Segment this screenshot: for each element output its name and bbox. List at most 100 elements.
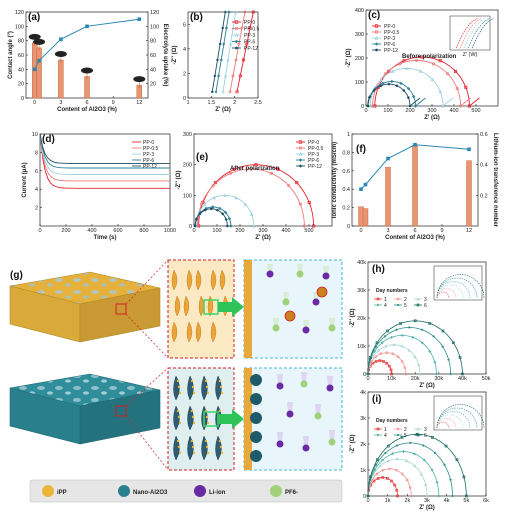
nano-particle xyxy=(178,451,182,455)
ion-trail xyxy=(303,320,309,328)
data-point xyxy=(396,444,399,447)
data-point xyxy=(392,342,396,347)
panel-h: (h) 0 10k 20k 30k 40k 50k 0 10k 20k 30k 40k Z' (Ω) -Z… xyxy=(350,260,491,389)
data-point xyxy=(379,352,383,356)
legend-title: Day numbers xyxy=(376,418,408,424)
data-point xyxy=(366,372,370,376)
data-point xyxy=(441,345,444,348)
data-point xyxy=(405,458,409,463)
y-tick-label: 200 xyxy=(355,56,364,62)
panel-e-note: After polarization xyxy=(230,166,280,172)
nano-particle xyxy=(192,391,196,395)
nano-particle xyxy=(177,415,181,419)
data-point xyxy=(198,212,202,216)
x-tick-label: 800 xyxy=(139,228,148,234)
nano-particle xyxy=(191,445,195,449)
bar xyxy=(358,206,364,227)
zoom-line xyxy=(125,415,169,471)
pf6-ion xyxy=(300,380,308,388)
data-point xyxy=(383,335,387,338)
y2-tick-label: 0.6 xyxy=(480,132,488,138)
y-tick-label: 100 xyxy=(15,24,24,30)
data-point xyxy=(224,218,228,221)
y-tick-label: 120 xyxy=(15,10,24,16)
data-point xyxy=(393,483,397,487)
data-point xyxy=(375,341,379,345)
data-point xyxy=(224,26,229,30)
bar xyxy=(385,166,391,227)
series-line xyxy=(367,344,421,375)
data-point xyxy=(376,458,379,462)
panel-label: (c) xyxy=(368,10,380,21)
data-point xyxy=(395,328,398,331)
panel-label: (i) xyxy=(372,394,381,405)
x-tick-label: 3 xyxy=(59,100,62,106)
ipp-fiber xyxy=(186,269,193,291)
data-point xyxy=(374,24,379,28)
legend-entry: 5 xyxy=(404,433,407,439)
y-tick-label: 8 xyxy=(35,150,38,156)
panel-label: (a) xyxy=(28,12,40,23)
trapped-li-ion xyxy=(284,310,296,322)
x-tick-label: 10k xyxy=(387,376,396,382)
data-point xyxy=(234,20,239,24)
data-point xyxy=(237,42,241,46)
series-line xyxy=(215,11,230,92)
data-point xyxy=(193,224,197,228)
ipp-fiber xyxy=(195,269,202,291)
legend-entry: 3 xyxy=(424,297,427,303)
nano-particle xyxy=(206,451,210,455)
pf6-ion xyxy=(282,298,290,306)
legend-entry: PP-0 xyxy=(384,24,395,30)
panel-label: (f) xyxy=(356,144,366,155)
data-point xyxy=(390,372,393,376)
data-point xyxy=(372,472,376,476)
data-point xyxy=(228,42,233,46)
data-point xyxy=(396,433,400,437)
li-ion xyxy=(322,272,330,280)
legend-entry: 5 xyxy=(404,303,407,309)
data-point xyxy=(395,84,399,88)
panel-label: (g) xyxy=(10,270,23,281)
droplet-image xyxy=(33,38,46,45)
plot-frame xyxy=(39,133,171,227)
data-point xyxy=(453,69,458,73)
nano-particle xyxy=(219,445,223,449)
series-line xyxy=(367,477,398,496)
panel-i: (i) 0 1k 2k 3k 4k 5k 6k 0 1k 2k 3k 4k Z' (Ω) -Z'' (Ω) D… xyxy=(350,390,489,511)
ipp-fiber xyxy=(207,295,214,317)
data-point xyxy=(449,372,452,376)
ion-trail xyxy=(287,402,293,412)
data-point xyxy=(416,297,420,301)
legend-entry: PP-12 xyxy=(143,164,157,170)
data-point xyxy=(240,26,244,30)
legend-title: Day numbers xyxy=(376,288,408,294)
x-tick-label: 12 xyxy=(136,100,142,106)
y2-tick-label: 0.4 xyxy=(480,163,488,169)
data-point xyxy=(385,351,389,355)
li-ion xyxy=(266,270,274,278)
y-tick-label: 200 xyxy=(183,163,192,169)
data-point xyxy=(379,77,383,81)
data-point xyxy=(376,477,380,480)
panel-f: (f) 0 3 6 9 12 0 0.2 0.4 0.6 0.8 1 Content of Al2O3 … xyxy=(332,132,498,241)
y-tick-label: 0.4 xyxy=(342,187,350,193)
data-point xyxy=(221,89,225,94)
ipp-fiber xyxy=(186,321,193,343)
x-tick-label: 0 xyxy=(366,498,369,504)
data-point xyxy=(431,435,434,439)
data-point xyxy=(401,450,405,454)
y-tick-label: 3k xyxy=(360,416,366,422)
data-point xyxy=(251,10,255,14)
data-point xyxy=(374,463,378,466)
legend-entry: 6 xyxy=(424,433,427,439)
series-line xyxy=(195,194,255,227)
data-point xyxy=(404,372,408,376)
nano-particle xyxy=(190,409,194,413)
x-tick-label: 2.5 xyxy=(254,100,262,106)
data-point xyxy=(452,341,455,345)
data-point xyxy=(221,26,224,30)
data-point xyxy=(227,10,231,14)
series-line xyxy=(367,320,463,375)
nano-particle xyxy=(177,445,181,449)
